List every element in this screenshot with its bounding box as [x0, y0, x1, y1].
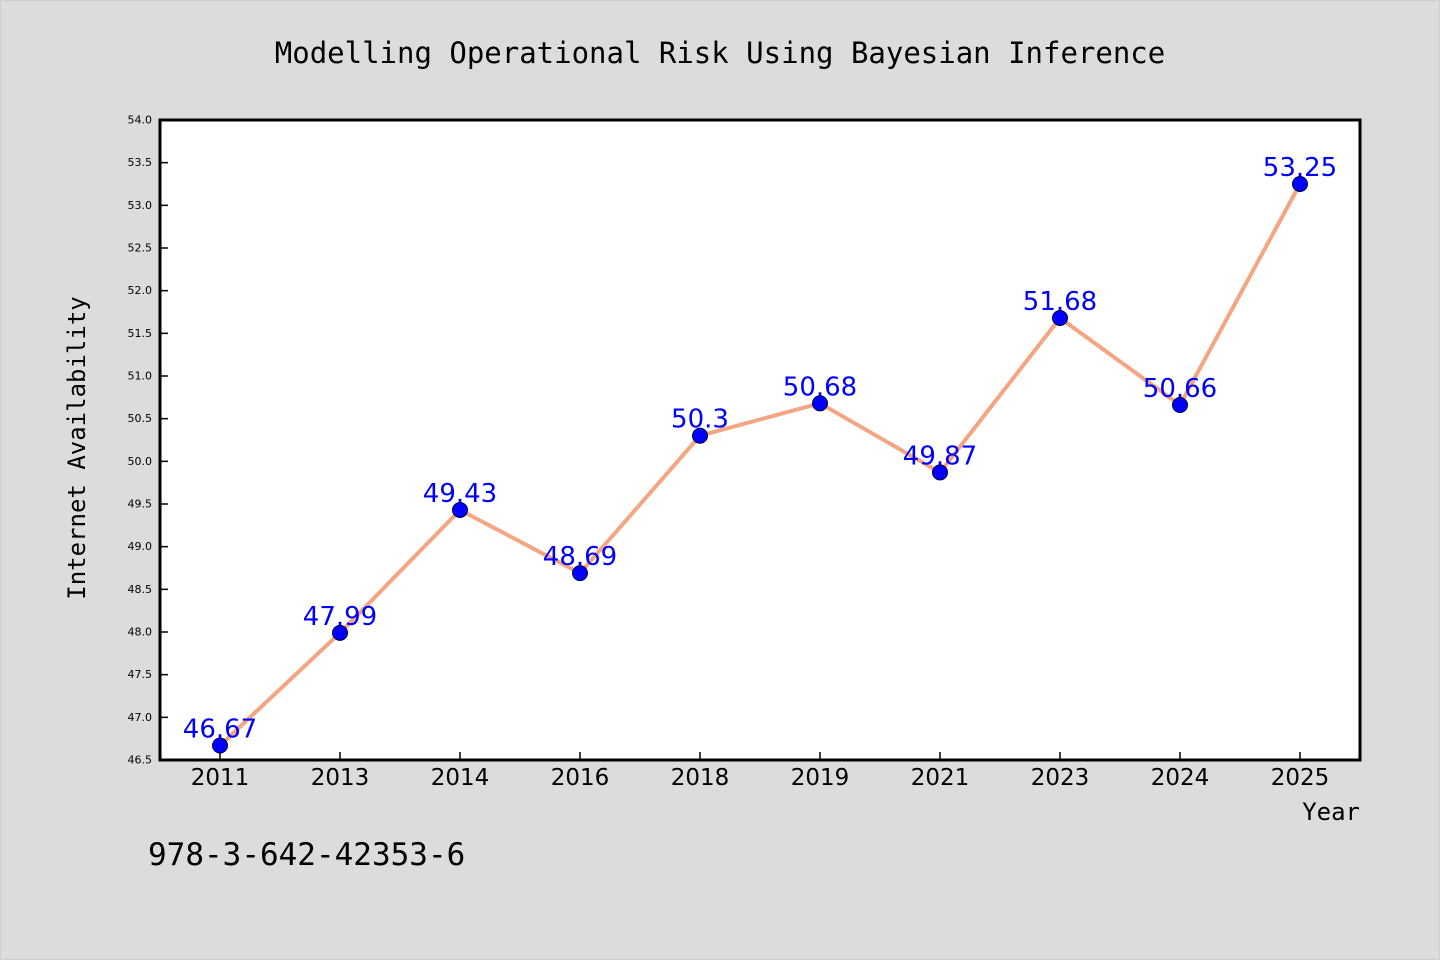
- y-tick-label: 50.0: [128, 455, 153, 468]
- y-tick-label: 51.0: [128, 370, 153, 383]
- y-tick-label: 49.0: [128, 540, 153, 553]
- data-point: [1172, 397, 1188, 414]
- data-point: [212, 737, 228, 754]
- data-point: [1292, 176, 1308, 192]
- x-tick-label: 2023: [1031, 765, 1090, 791]
- data-label: 53.25: [1263, 153, 1337, 183]
- plot-frame: [158, 118, 1362, 762]
- data-label: 51.68: [1023, 287, 1097, 317]
- x-tick-label: 2018: [671, 765, 730, 791]
- y-axis-title: Internet Availability: [63, 296, 91, 599]
- x-axis-title: Year: [1302, 798, 1360, 826]
- x-tick-label: 2011: [191, 765, 250, 791]
- x-tick-label: 2014: [431, 765, 490, 791]
- data-point: [692, 427, 708, 444]
- data-point: [452, 501, 468, 518]
- plot-area: [160, 120, 1360, 760]
- data-label: 50.66: [1143, 374, 1217, 404]
- x-tick-label: 2025: [1271, 765, 1330, 791]
- y-tick-label: 46.5: [128, 754, 153, 767]
- y-tick-label: 47.0: [128, 711, 153, 724]
- y-tick-label: 53.0: [128, 199, 153, 212]
- data-point: [1052, 309, 1068, 326]
- data-point: [932, 464, 948, 481]
- x-tick-label: 2013: [311, 765, 370, 791]
- series-line: [218, 182, 1302, 748]
- y-tick-label: 54.0: [128, 114, 153, 127]
- y-axis: 46.5 47.0 47.5 48.0 48.5 49.0 49.5 50.0 50.5 51.0…: [128, 114, 168, 767]
- data-point: [812, 395, 828, 412]
- data-point: [332, 624, 348, 641]
- x-tick-label: 2016: [551, 765, 610, 791]
- x-tick-label: 2024: [1151, 765, 1210, 791]
- data-label: 47.99: [303, 602, 377, 632]
- y-tick-label: 51.5: [128, 327, 153, 340]
- x-tick-label: 2019: [791, 765, 850, 791]
- y-tick-label: 48.5: [128, 583, 153, 596]
- data-label: 48.69: [543, 542, 617, 572]
- data-label: 50.68: [783, 372, 857, 402]
- data-labels: 46.67 47.99 49.43 48.69 50.3 50.68 49.87 51.68 5…: [183, 153, 1337, 744]
- y-tick-label: 49.5: [128, 498, 153, 511]
- y-tick-label: 52.5: [128, 242, 153, 255]
- data-point: [572, 565, 588, 582]
- series-group: [212, 176, 1308, 754]
- isbn-footer: 978-3-642-42353-6: [148, 837, 465, 873]
- y-tick-label: 50.5: [128, 412, 153, 425]
- chart-title: Modelling Operational Risk Using Bayesia…: [275, 36, 1165, 70]
- data-label: 46.67: [183, 714, 257, 744]
- x-axis: 2011 2013 2014 2016 2018 2019 2021 2023 2024 2025: [191, 752, 1330, 791]
- data-label: 49.43: [423, 479, 497, 509]
- y-tick-label: 48.0: [128, 626, 153, 639]
- data-label: 50.3: [671, 405, 729, 435]
- y-tick-label: 53.5: [128, 156, 153, 169]
- y-tick-label: 47.5: [128, 668, 153, 681]
- y-tick-label: 52.0: [128, 284, 153, 297]
- data-label: 49.87: [903, 441, 977, 471]
- x-tick-label: 2021: [911, 765, 970, 791]
